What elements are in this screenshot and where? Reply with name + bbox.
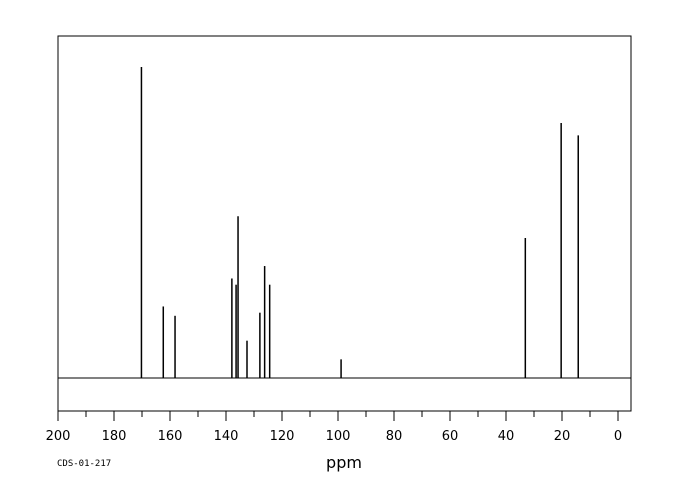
plot-frame bbox=[57, 35, 632, 412]
x-axis-ticks bbox=[57, 411, 619, 421]
x-tick-label-80: 80 bbox=[386, 429, 403, 444]
x-tick-label-140: 140 bbox=[214, 429, 239, 444]
x-tick-label-180: 180 bbox=[102, 429, 127, 444]
x-tick-label-160: 160 bbox=[158, 429, 183, 444]
x-tick-label-200: 200 bbox=[46, 429, 71, 444]
peak-group bbox=[140, 67, 579, 378]
x-tick-label-60: 60 bbox=[442, 429, 459, 444]
x-tick-label-40: 40 bbox=[498, 429, 515, 444]
x-tick-label-100: 100 bbox=[326, 429, 351, 444]
x-axis-title: ppm bbox=[326, 453, 362, 472]
x-axis-tick-labels: 200 180 160 140 120 100 80 60 40 20 0 bbox=[46, 429, 623, 444]
x-tick-label-20: 20 bbox=[554, 429, 571, 444]
x-tick-label-120: 120 bbox=[270, 429, 295, 444]
spectrum-code-label: CDS-01-217 bbox=[57, 459, 111, 469]
x-tick-label-0: 0 bbox=[614, 429, 622, 444]
